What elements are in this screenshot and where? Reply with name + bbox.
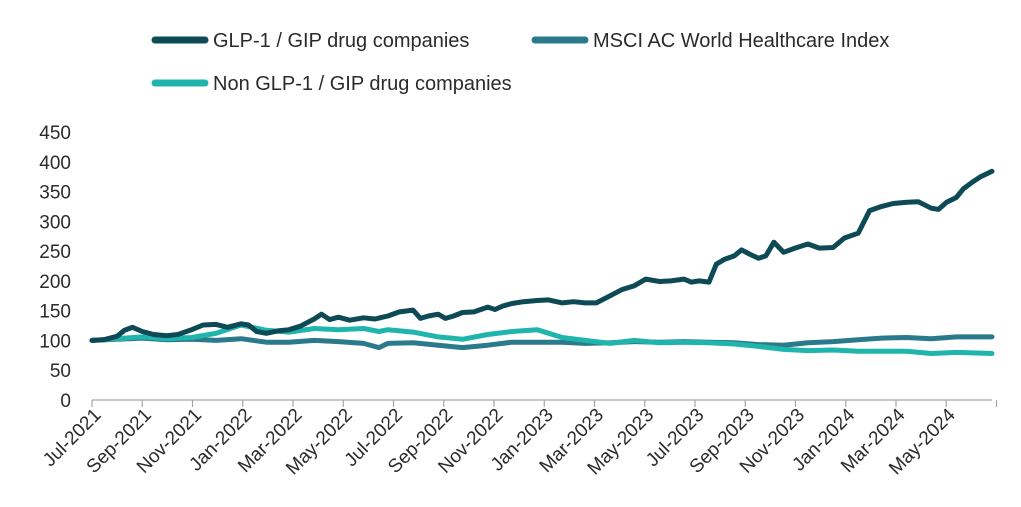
legend-item-non-glp1: Non GLP-1 / GIP drug companies — [151, 73, 512, 95]
series-layer — [89, 168, 995, 356]
y-tick-label: 350 — [39, 183, 71, 204]
legend-label-non-glp1: Non GLP-1 / GIP drug companies — [213, 73, 512, 95]
y-tick-label: 250 — [39, 242, 71, 263]
x-axis: Jul-2021Sep-2021Nov-2021Jan-2022Mar-2022… — [39, 399, 998, 479]
series-line-msci — [89, 334, 995, 351]
y-tick-label: 50 — [50, 361, 71, 382]
legend-label-glp1: GLP-1 / GIP drug companies — [213, 30, 469, 52]
y-tick-label: 300 — [39, 212, 71, 233]
y-tick-label: 400 — [39, 153, 71, 174]
y-tick-label: 200 — [39, 272, 71, 293]
legend-item-msci: MSCI AC World Healthcare Index — [531, 30, 889, 52]
y-tick-label: 0 — [60, 391, 71, 412]
y-axis: 0 50 100 150 200 250 300 350 400 450 — [39, 123, 71, 412]
y-tick-label: 100 — [39, 331, 71, 352]
legend-label-msci: MSCI AC World Healthcare Index — [593, 30, 889, 52]
legend-item-glp1: GLP-1 / GIP drug companies — [151, 30, 469, 52]
series-line-glp1 — [89, 168, 995, 343]
y-tick-label: 150 — [39, 302, 71, 323]
legend: GLP-1 / GIP drug companies MSCI AC World… — [151, 30, 889, 95]
y-tick-label: 450 — [39, 123, 71, 144]
